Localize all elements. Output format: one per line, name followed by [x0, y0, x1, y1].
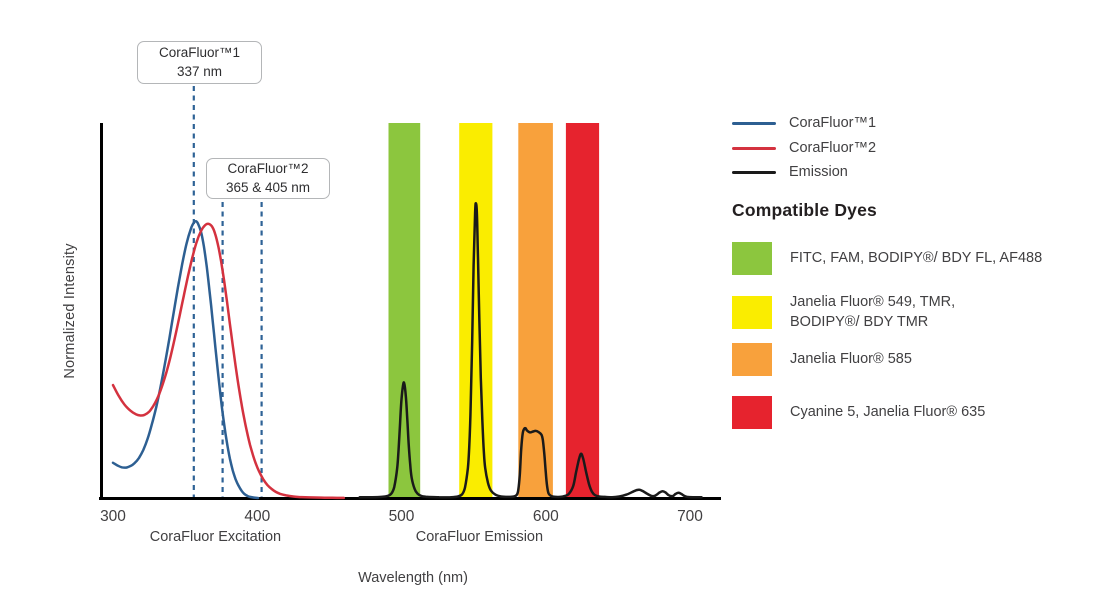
green-dye-swatch [732, 242, 772, 275]
axis-section-label: CoraFluor Emission [416, 529, 543, 545]
dye-row-green: FITC, FAM, BODIPY®/ BDY FL, AF488 [732, 242, 1110, 275]
red-dye-swatch [732, 396, 772, 429]
filter-band-yellow-band [459, 123, 493, 498]
compatible-dyes-heading: Compatible Dyes [732, 200, 877, 220]
callout-corafluor2-excitation-max: CoraFluor™2 365 & 405 nm [206, 158, 330, 199]
filter-band-red-band [565, 123, 600, 498]
yellow-dye-swatch [732, 295, 772, 329]
y-axis-label: Normalized Intensity [62, 243, 78, 379]
x-tick-label: 600 [533, 508, 559, 525]
axis-section-label: CoraFluor Excitation [150, 529, 281, 545]
dye-label: FITC, FAM, BODIPY®/ BDY FL, AF488 [790, 250, 1043, 267]
curve-corafluor-1 [111, 220, 260, 500]
dye-row-red: Cyanine 5, Janelia Fluor® 635 [732, 396, 1110, 429]
emission-line-swatch [732, 170, 776, 174]
x-tick-label: 500 [389, 508, 415, 525]
curve-corafluor-2 [111, 222, 346, 500]
filter-band-green-band [388, 123, 421, 498]
callout-title: CoraFluor™2 [227, 160, 309, 176]
dye-label: Janelia Fluor® 549, TMR, BODIPY®/ BDY TM… [790, 294, 956, 331]
dye-label: Cyanine 5, Janelia Fluor® 635 [790, 404, 986, 421]
spectra-chart: 300 400 500 600 700 CoraFluor Excitation CoraF… [99, 86, 721, 545]
filter-band-orange-band [518, 123, 553, 498]
curve-emission [358, 201, 703, 499]
dye-label: Janelia Fluor® 585 [790, 351, 912, 368]
callout-corafluor1-excitation-max: CoraFluor™1 337 nm [137, 41, 262, 84]
corafluor1-line-swatch [732, 121, 776, 125]
callout-value: 337 nm [176, 63, 223, 79]
legend-label: CoraFluor™1 [789, 115, 877, 131]
x-axis-label: Wavelength (nm) [358, 570, 468, 586]
x-tick-label: 400 [244, 508, 270, 525]
orange-dye-swatch [732, 343, 772, 376]
legend-item-corafluor1: CoraFluor™1 [732, 114, 876, 132]
callout-title: CoraFluor™1 [158, 44, 241, 60]
callout-value: 365 & 405 nm [225, 179, 311, 195]
legend-item-corafluor2: CoraFluor™2 [732, 139, 876, 157]
x-tick-label: 300 [100, 508, 126, 525]
legend-label: CoraFluor™2 [789, 140, 877, 156]
dye-row-yellow: Janelia Fluor® 549, TMR, BODIPY®/ BDY TM… [732, 292, 1110, 333]
corafluor2-line-swatch [732, 146, 776, 150]
dye-row-orange: Janelia Fluor® 585 [732, 343, 1110, 376]
legend-item-emission: Emission [732, 163, 848, 181]
legend-label: Emission [789, 164, 848, 180]
x-tick-label: 700 [677, 508, 703, 525]
